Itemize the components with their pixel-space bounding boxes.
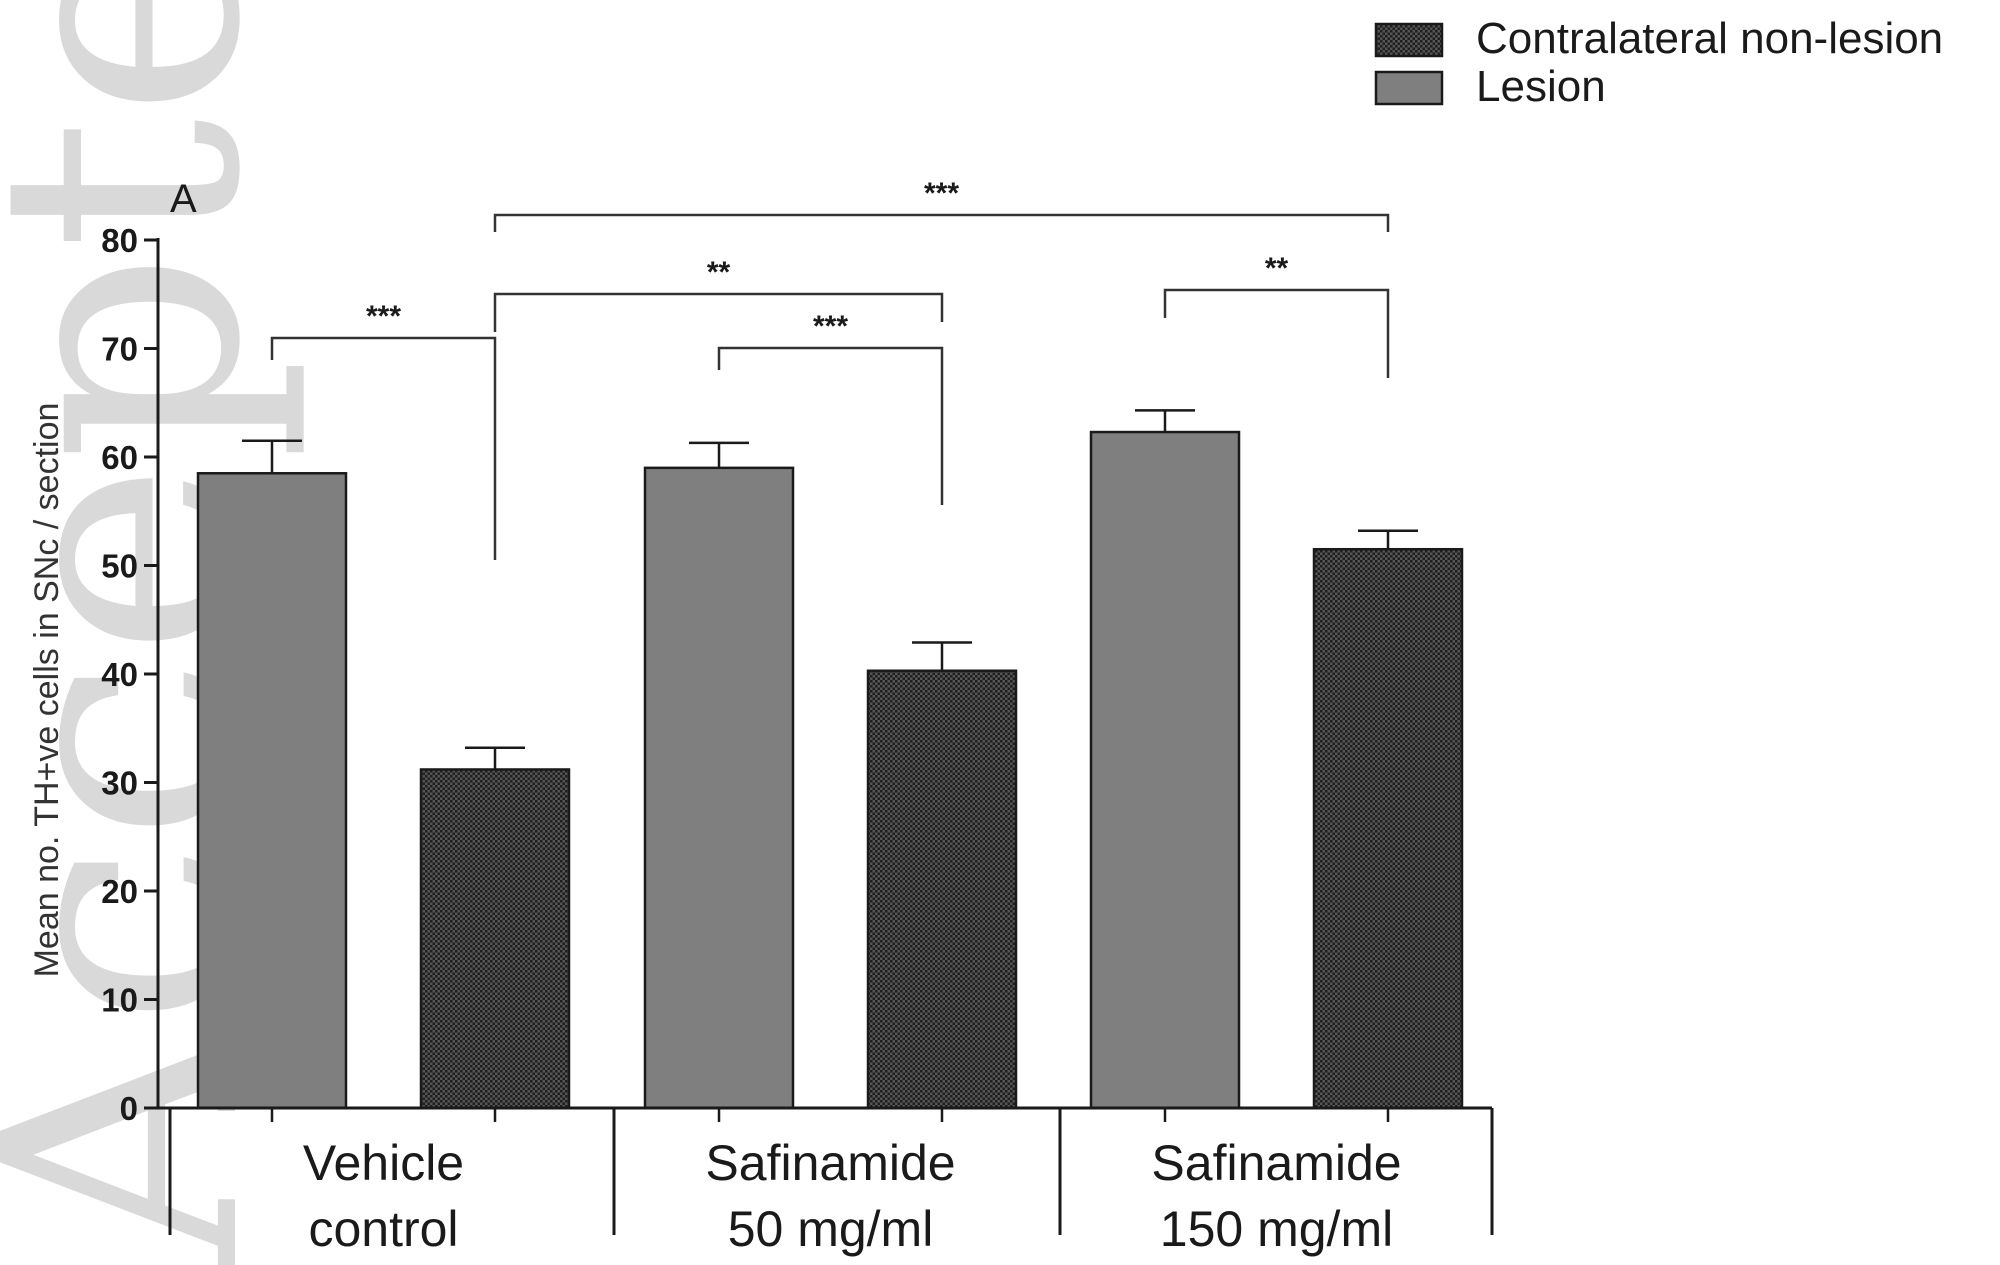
significance-bracket [493, 213, 1390, 232]
significance-bracket [1163, 288, 1390, 378]
panel-label: A [170, 177, 197, 221]
legend-swatch-contralateral [1374, 22, 1444, 58]
y-tick-label: 10 [101, 982, 138, 1019]
x-category-label: 50 mg/ml [728, 1201, 934, 1257]
bar-lesion-1 [643, 466, 795, 1110]
bar-contralateral-1 [866, 669, 1018, 1110]
significance-label: *** [813, 310, 848, 343]
significance-label: ** [1265, 252, 1289, 285]
y-tick-label: 50 [101, 548, 138, 585]
bar-lesion-2 [1089, 430, 1241, 1110]
bar-contralateral-2 [1312, 547, 1464, 1110]
significance-bracket [493, 292, 944, 332]
significance-bracket [717, 346, 944, 505]
bar-lesion-0 [196, 472, 348, 1110]
legend-label-contralateral: Contralateral non-lesion [1476, 14, 1943, 63]
y-tick-label: 80 [101, 222, 138, 259]
y-tick-label: 70 [101, 331, 138, 368]
y-axis-label: Mean no. TH+ve cells in SNc / section [28, 403, 66, 978]
legend-swatch-lesion [1374, 70, 1444, 106]
x-category-label: control [308, 1201, 458, 1257]
legend-label-lesion: Lesion [1476, 62, 1606, 111]
x-category-label: 150 mg/ml [1160, 1201, 1393, 1257]
significance-label: *** [924, 177, 959, 210]
y-tick-label: 30 [101, 765, 138, 802]
y-tick-label: 60 [101, 439, 138, 476]
y-tick-label: 40 [101, 656, 138, 693]
significance-label: ** [707, 256, 731, 289]
significance-label: *** [366, 300, 401, 333]
y-tick-label: 0 [120, 1090, 138, 1127]
x-category-label: Vehicle [303, 1135, 464, 1191]
x-category-label: Safinamide [1151, 1135, 1401, 1191]
significance-bracket [270, 336, 497, 560]
bar-contralateral-0 [419, 768, 571, 1110]
x-category-label: Safinamide [705, 1135, 955, 1191]
y-tick-label: 20 [101, 873, 138, 910]
